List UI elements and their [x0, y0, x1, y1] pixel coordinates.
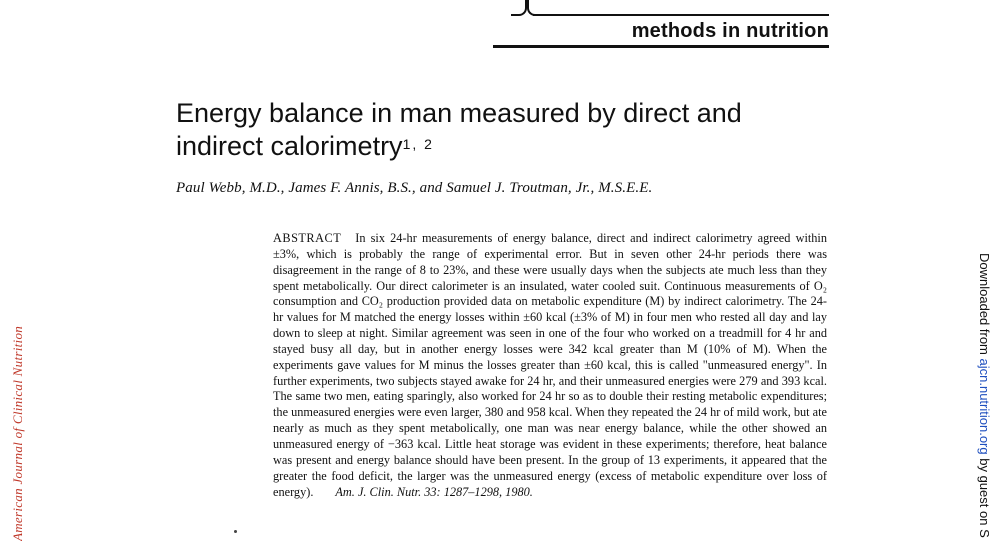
journal-side-label: American Journal of Clinical Nutrition	[10, 325, 25, 541]
article-title: Energy balance in man measured by direct…	[176, 97, 876, 163]
abstract-body: In six 24-hr measurements of energy bala…	[273, 231, 827, 499]
abstract: ABSTRACT In six 24-hr measurements of ene…	[273, 231, 827, 500]
ornament-rule	[533, 14, 829, 16]
download-suffix: by guest on S	[977, 454, 992, 538]
abstract-heading: ABSTRACT	[273, 231, 342, 245]
section-rule	[493, 45, 829, 48]
download-site-link[interactable]: ajcn.nutrition.org	[977, 358, 992, 455]
journal-header-ornament	[493, 0, 829, 20]
title-line-2: indirect calorimetry	[176, 131, 403, 161]
section-label: methods in nutrition	[631, 20, 829, 42]
download-prefix: Downloaded from	[977, 253, 992, 359]
download-watermark: Downloaded from ajcn.nutrition.org by gu…	[977, 253, 992, 538]
title-line-1: Energy balance in man measured by direct…	[176, 98, 742, 128]
ornament-curve-left	[511, 0, 527, 16]
title-footnote-marks[interactable]: 1, 2	[402, 136, 434, 152]
author-list: Paul Webb, M.D., James F. Annis, B.S., a…	[176, 180, 653, 196]
stray-dot	[234, 530, 237, 533]
abstract-citation: Am. J. Clin. Nutr. 33: 1287–1298, 1980.	[335, 484, 533, 499]
